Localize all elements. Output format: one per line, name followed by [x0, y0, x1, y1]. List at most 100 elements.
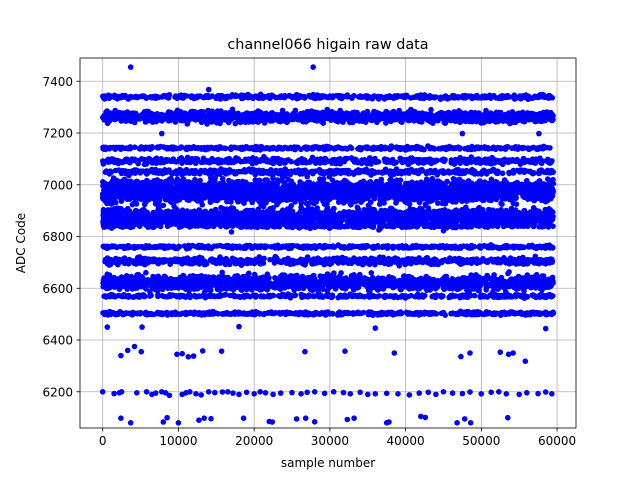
data-point — [133, 93, 139, 100]
data-point — [239, 95, 245, 102]
data-point — [270, 160, 277, 167]
data-point — [327, 168, 334, 174]
data-point — [265, 169, 272, 176]
data-point — [118, 115, 125, 121]
data-point — [283, 145, 290, 151]
data-point — [310, 144, 316, 151]
data-point — [539, 145, 545, 152]
data-point — [488, 161, 495, 167]
data-point — [141, 201, 148, 208]
data-point — [208, 110, 214, 117]
data-point — [184, 159, 190, 165]
data-point — [111, 158, 118, 164]
data-point — [195, 170, 202, 176]
data-point — [437, 112, 443, 118]
data-point — [155, 115, 162, 122]
data-point — [117, 168, 123, 174]
data-point — [434, 157, 440, 164]
data-point — [378, 94, 385, 100]
data-point — [461, 112, 468, 118]
data-point — [366, 169, 373, 176]
data-point — [232, 157, 238, 163]
data-point — [364, 93, 371, 99]
data-point — [282, 112, 289, 118]
data-point — [184, 145, 190, 152]
data-point — [463, 167, 470, 174]
data-point — [359, 112, 365, 118]
data-point — [217, 94, 223, 100]
data-point — [181, 93, 187, 100]
data-point — [129, 201, 136, 208]
data-point — [472, 93, 478, 100]
data-point — [294, 160, 301, 167]
data-point — [499, 161, 506, 168]
data-point — [287, 93, 294, 99]
data-point — [461, 94, 468, 100]
data-point — [364, 113, 371, 120]
data-point — [207, 94, 213, 100]
data-point — [393, 168, 400, 174]
data-point — [440, 156, 447, 162]
data-point — [535, 118, 541, 124]
data-point — [529, 157, 536, 164]
data-point — [353, 168, 360, 174]
data-point — [384, 158, 391, 165]
data-point — [173, 145, 180, 152]
data-point — [303, 113, 309, 120]
data-point — [411, 169, 417, 175]
data-point — [153, 168, 160, 175]
data-point — [309, 111, 316, 118]
data-point — [438, 146, 444, 152]
data-point — [126, 94, 132, 101]
data-point — [194, 116, 201, 122]
data-point — [314, 156, 321, 163]
data-point — [396, 145, 403, 151]
data-point — [387, 146, 393, 153]
data-point — [450, 176, 457, 182]
data-point — [194, 94, 200, 101]
data-point — [294, 95, 301, 102]
data-point — [497, 109, 504, 116]
data-point — [100, 93, 106, 100]
data-point — [379, 115, 385, 122]
data-point — [251, 118, 258, 125]
data-point — [209, 155, 215, 162]
data-point — [320, 93, 327, 100]
data-point — [276, 118, 282, 124]
data-point — [250, 95, 256, 102]
data-point — [457, 160, 464, 166]
data-point — [489, 154, 496, 161]
data-point — [166, 158, 172, 164]
data-point — [340, 169, 347, 176]
data-point — [429, 117, 436, 124]
data-point — [341, 158, 348, 165]
data-point — [364, 160, 371, 167]
data-point — [476, 158, 483, 164]
data-point — [173, 171, 180, 177]
data-point — [126, 172, 132, 179]
data-point — [213, 144, 219, 151]
data-point — [527, 168, 534, 175]
data-point — [380, 169, 387, 176]
data-point — [316, 144, 323, 151]
data-point — [265, 94, 272, 100]
data-point — [227, 145, 234, 152]
data-point — [141, 146, 148, 152]
data-point — [372, 112, 379, 118]
data-point — [499, 94, 505, 101]
data-point — [321, 146, 328, 153]
data-point — [486, 92, 493, 99]
data-point — [155, 94, 161, 101]
data-point — [544, 144, 550, 151]
data-point — [307, 94, 314, 100]
data-point — [100, 158, 106, 164]
data-point — [512, 116, 518, 122]
data-point — [293, 144, 300, 151]
data-point — [222, 145, 228, 152]
data-point — [545, 114, 551, 120]
data-point — [122, 158, 128, 165]
data-point — [163, 94, 169, 100]
data-point — [253, 143, 259, 150]
data-point — [141, 93, 147, 99]
